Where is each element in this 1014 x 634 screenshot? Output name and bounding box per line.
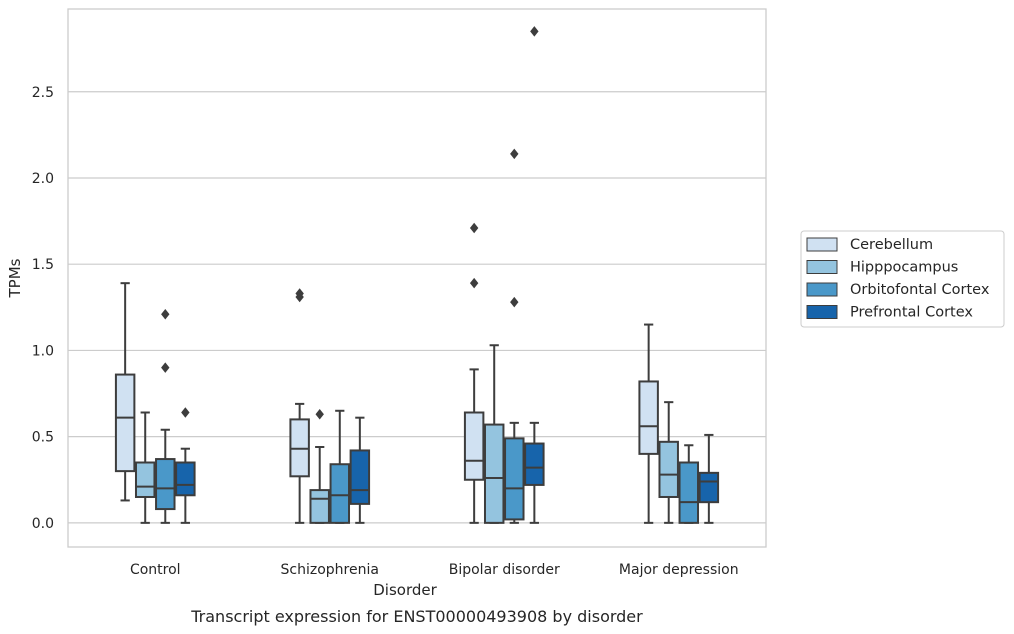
box bbox=[175, 407, 196, 524]
legend: Cerebellum Hipppocampus Orbitofontal Corte… bbox=[800, 230, 1005, 328]
box-iqr bbox=[524, 442, 545, 486]
y-tick-label: 2.5 bbox=[32, 85, 54, 101]
legend-item: Orbitofontal Cortex bbox=[806, 282, 990, 298]
y-tick-label: 0.5 bbox=[32, 430, 54, 446]
legend-item: Cerebellum bbox=[806, 237, 933, 253]
legend-label: Hipppocampus bbox=[850, 260, 958, 276]
y-axis-label: TPMs bbox=[6, 258, 24, 298]
box bbox=[483, 344, 505, 524]
plot-frame bbox=[67, 8, 767, 548]
legend-label: Prefrontal Cortex bbox=[850, 305, 973, 321]
box bbox=[155, 308, 176, 524]
box bbox=[463, 222, 485, 524]
legend-items: Cerebellum Hipppocampus Orbitofontal Corte… bbox=[806, 237, 990, 321]
box bbox=[329, 409, 351, 524]
outlier-point bbox=[161, 308, 170, 320]
outlier-point bbox=[181, 407, 190, 418]
x-axis-label: Disorder bbox=[373, 581, 437, 599]
box bbox=[309, 408, 330, 524]
box-iqr bbox=[134, 461, 156, 498]
y-tick-label: 1.5 bbox=[32, 257, 54, 273]
box-iqr bbox=[678, 461, 700, 524]
legend-swatch bbox=[806, 305, 838, 319]
box bbox=[698, 433, 720, 524]
box bbox=[114, 282, 136, 502]
x-tick-labels: Control Schizophrenia Bipolar disorder Majo… bbox=[130, 562, 739, 578]
box-iqr bbox=[114, 373, 136, 473]
legend-swatch bbox=[806, 237, 838, 252]
legend-swatch bbox=[806, 260, 838, 274]
box-iqr bbox=[329, 463, 351, 524]
x-tick-label: Bipolar disorder bbox=[449, 562, 560, 578]
box bbox=[658, 401, 679, 524]
legend-label: Orbitofontal Cortex bbox=[850, 282, 990, 298]
box-iqr bbox=[309, 489, 330, 524]
box bbox=[504, 148, 525, 524]
box-iqr bbox=[463, 411, 485, 481]
box bbox=[524, 26, 545, 524]
legend-frame bbox=[800, 230, 1005, 328]
box bbox=[134, 411, 156, 524]
box-iqr bbox=[155, 458, 176, 511]
y-tick-label: 1.0 bbox=[32, 343, 54, 359]
outlier-point bbox=[510, 296, 519, 308]
outlier-point bbox=[315, 408, 324, 420]
box-iqr bbox=[175, 461, 196, 497]
legend-label: Cerebellum bbox=[850, 237, 933, 253]
outlier-point bbox=[161, 362, 170, 373]
box bbox=[638, 323, 659, 524]
outlier-point bbox=[469, 277, 479, 289]
x-tick-label: Schizophrenia bbox=[281, 562, 379, 578]
box-iqr bbox=[504, 437, 525, 521]
chart-caption: Transcript expression for ENST0000049390… bbox=[190, 607, 643, 626]
boxes bbox=[114, 26, 720, 524]
box-iqr bbox=[638, 380, 659, 455]
box-iqr bbox=[658, 440, 679, 498]
outlier-point bbox=[469, 222, 479, 234]
box bbox=[289, 288, 310, 524]
outlier-point bbox=[295, 288, 304, 299]
box-iqr bbox=[349, 449, 371, 505]
y-tick-labels: 0.0 0.5 1.0 1.5 2.0 2.5 bbox=[32, 85, 54, 532]
box-iqr bbox=[698, 471, 720, 504]
x-tick-label: Control bbox=[130, 562, 181, 578]
box bbox=[678, 444, 700, 524]
box-iqr bbox=[483, 423, 505, 524]
legend-swatch bbox=[806, 282, 838, 297]
x-tick-label: Major depression bbox=[619, 562, 739, 578]
y-tick-label: 2.0 bbox=[32, 171, 54, 187]
legend-item: Hipppocampus bbox=[806, 260, 958, 276]
box bbox=[349, 416, 371, 524]
outlier-point bbox=[510, 148, 519, 160]
y-tick-label: 0.0 bbox=[32, 516, 54, 532]
outlier-point bbox=[530, 26, 539, 37]
legend-item: Prefrontal Cortex bbox=[806, 305, 973, 321]
